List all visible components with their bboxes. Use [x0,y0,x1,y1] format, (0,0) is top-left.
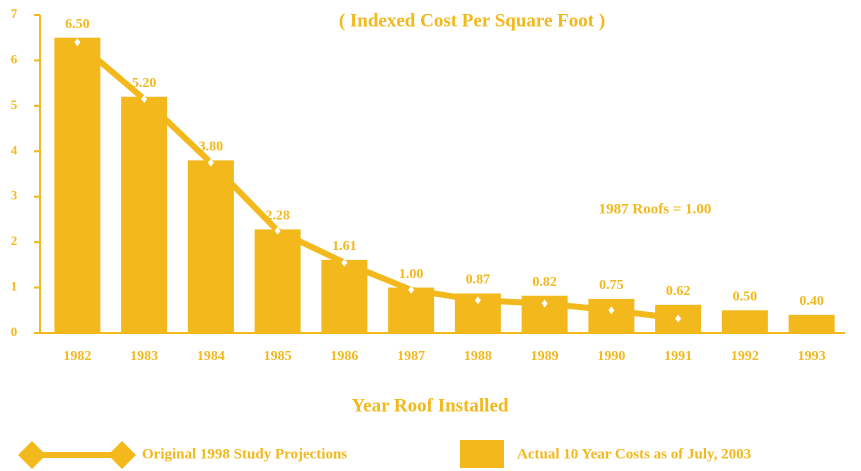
x-axis-label: Year Roof Installed [352,395,509,416]
data-label: 3.80 [199,140,224,155]
x-tick-label: 1993 [798,349,826,364]
y-tick-label: 1 [11,279,18,294]
x-tick-label: 1989 [531,349,559,364]
line-marker [274,226,281,235]
x-tick-label: 1988 [464,349,492,364]
y-tick-label: 2 [11,233,18,248]
data-label: 0.50 [733,290,758,305]
data-label: 0.40 [799,294,824,309]
legend-label: Actual 10 Year Costs as of July, 2003 [517,446,751,462]
annotation: 1987 Roofs = 1.00 [599,201,712,217]
data-label: 1.00 [399,267,424,282]
bar [121,96,168,334]
data-label: 6.50 [65,17,90,32]
line-marker [541,299,548,308]
bar [788,314,835,333]
y-tick-label: 3 [11,188,18,203]
x-tick-label: 1991 [664,349,692,364]
x-tick-label: 1992 [731,349,759,364]
line-marker [141,95,148,104]
bar [187,160,234,333]
legend-marker [18,441,46,469]
line-marker [74,38,81,47]
data-label: 0.62 [666,284,691,299]
legend: Original 1998 Study Projections Actual 1… [18,440,751,469]
x-tick-label: 1982 [63,349,91,364]
line-marker [675,314,682,323]
line [75,39,679,322]
data-label: 5.20 [132,76,157,91]
bar [254,229,301,333]
x-tick-label: 1983 [130,349,158,364]
bar [721,310,768,333]
y-tick-label: 0 [11,324,18,339]
x-tick-label: 1985 [264,349,292,364]
y-tick-label: 7 [11,6,18,21]
data-label: 0.87 [466,273,491,288]
y-tick-label: 4 [11,142,18,157]
line-marker [608,306,615,315]
data-label: 0.75 [599,278,624,293]
x-tick-label: 1990 [597,349,625,364]
data-label: 1.61 [332,239,357,254]
x-tick-label: 1986 [330,349,358,364]
data-label: 0.82 [532,275,557,290]
x-tick-label: 1984 [197,349,225,364]
bar [588,298,635,333]
data-label: 2.28 [265,209,290,224]
line-marker [408,285,415,294]
y-tick-label: 5 [11,97,18,112]
chart-title: ( Indexed Cost Per Square Foot ) [339,10,605,31]
legend-marker [108,441,136,469]
legend-label: Original 1998 Study Projections [142,446,347,462]
line-marker [207,158,214,167]
line-marker [341,258,348,267]
bar [54,37,101,333]
line-marker [474,296,481,305]
y-tick-label: 6 [11,51,18,66]
x-tick-label: 1987 [397,349,425,364]
legend-bar-symbol [460,440,504,468]
